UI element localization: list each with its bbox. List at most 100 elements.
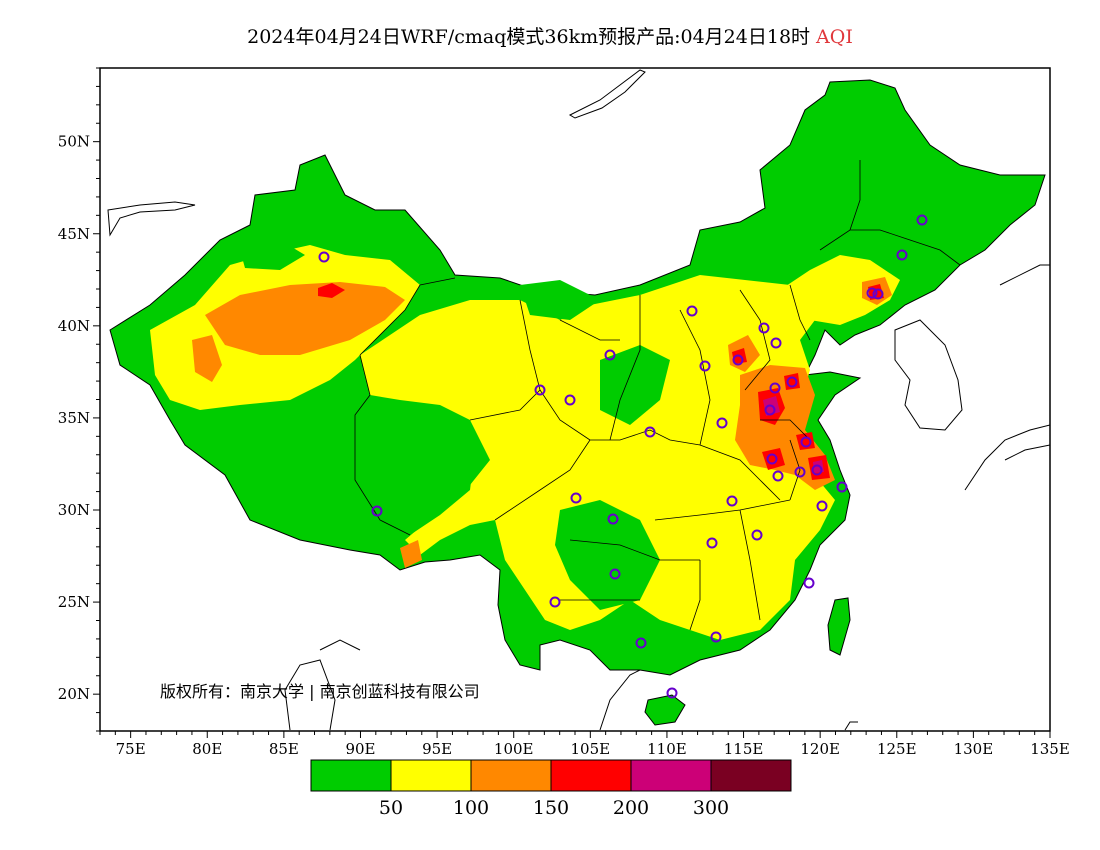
lon-tick-label: 130E — [954, 740, 994, 758]
lon-tick-label: 75E — [116, 740, 146, 758]
city-marker — [811, 464, 823, 476]
city-marker — [604, 349, 616, 361]
lon-tick-label: 85E — [269, 740, 299, 758]
city-marker — [772, 470, 784, 482]
city-markers — [318, 214, 928, 699]
lon-tick-label: 80E — [192, 740, 222, 758]
good-patch-qinghai — [355, 405, 475, 535]
city-marker — [699, 360, 711, 372]
city-marker — [726, 495, 738, 507]
city-marker — [371, 505, 383, 517]
legend-swatch — [470, 759, 552, 792]
legend-label: 150 — [533, 797, 569, 819]
lat-tick-label: 20N — [58, 685, 90, 703]
city-marker — [609, 568, 621, 580]
legend-swatch — [550, 759, 632, 792]
city-marker — [318, 251, 330, 263]
unhealthy-zone-turpan — [318, 283, 345, 298]
city-marker — [732, 354, 744, 366]
city-marker — [764, 404, 776, 416]
lon-tick-label: 115E — [724, 740, 764, 758]
copyright-text: 版权所有：南京大学 | 南京创蓝科技有限公司 — [160, 682, 480, 701]
lon-tick-label: 90E — [345, 740, 375, 758]
lat-tick-label: 45N — [58, 225, 90, 243]
good-patch-sichuan — [555, 500, 660, 610]
japan-coast — [964, 424, 1050, 491]
neighbour-coastlines — [107, 69, 1050, 731]
city-marker — [710, 631, 722, 643]
lon-tick-label: 110E — [647, 740, 687, 758]
city-marker — [570, 492, 582, 504]
city-marker — [872, 288, 884, 300]
city-marker — [549, 596, 561, 608]
city-marker — [635, 637, 647, 649]
map-content: 版权所有：南京大学 | 南京创蓝科技有限公司 — [107, 69, 1050, 731]
city-marker — [786, 376, 798, 388]
title-text: 2024年04月24日WRF/cmaq模式36km预报产品:04月24日18时 — [247, 26, 811, 48]
lon-tick-label: 135E — [1030, 740, 1070, 758]
usg-zone-tarim-west — [192, 335, 222, 382]
city-marker — [866, 287, 878, 299]
city-marker — [564, 394, 576, 406]
aqi-legend: 50 100 150 200 300 — [310, 759, 792, 819]
city-marker — [758, 322, 770, 334]
lat-tick-label: 40N — [58, 317, 90, 335]
lon-tick-label: 105E — [571, 740, 611, 758]
unhealthy-zone-anhui — [796, 432, 815, 450]
city-marker — [644, 426, 656, 438]
lat-tick-label: 35N — [58, 409, 90, 427]
city-marker — [800, 436, 812, 448]
city-marker — [706, 537, 718, 549]
city-marker — [607, 513, 619, 525]
city-marker — [896, 249, 908, 261]
legend-swatch — [390, 759, 472, 792]
city-marker — [794, 466, 806, 478]
city-marker — [666, 687, 678, 699]
lat-tick-label: 30N — [58, 501, 90, 519]
lat-tick-label: 25N — [58, 593, 90, 611]
city-marker — [803, 577, 815, 589]
city-marker — [686, 305, 698, 317]
city-marker — [751, 529, 763, 541]
usg-zone-tibet-south — [400, 540, 422, 568]
legend-swatch — [630, 759, 712, 792]
lake-baikal — [568, 69, 646, 119]
province-boundaries — [354, 160, 961, 631]
legend-swatch — [310, 759, 392, 792]
longitude-axis: 75E 80E 85E 90E 95E 100E 105E 110E 115E 120E 125E 1… — [99, 731, 1070, 758]
lon-tick-label: 100E — [494, 740, 534, 758]
city-marker — [816, 500, 828, 512]
city-marker — [769, 382, 781, 394]
balkhash — [107, 201, 196, 237]
legend-label: 50 — [379, 797, 403, 819]
title-variable: AQI — [816, 26, 853, 48]
usg-zone-tarim — [205, 282, 405, 355]
unhealthy-zone-henan — [762, 448, 785, 470]
indochina-coast — [599, 669, 641, 731]
good-patch-tianshan — [240, 240, 305, 270]
moderate-zone-northeast — [780, 255, 900, 325]
city-marker — [716, 417, 728, 429]
sakhalin — [999, 264, 1050, 286]
moderate-zone-central — [360, 275, 835, 640]
lat-tick-label: 50N — [58, 133, 90, 151]
city-marker — [766, 453, 778, 465]
good-patch-inner-mongolia — [520, 280, 600, 320]
city-marker — [836, 481, 848, 493]
taiwan-island — [827, 597, 851, 656]
city-marker — [770, 337, 782, 349]
good-patch-loess — [600, 345, 670, 425]
legend-swatch — [710, 759, 792, 792]
legend-label: 300 — [693, 797, 729, 819]
lon-tick-label: 120E — [800, 740, 840, 758]
legend-label: 200 — [613, 797, 649, 819]
lon-tick-label: 95E — [422, 740, 452, 758]
city-marker — [534, 384, 546, 396]
lon-tick-label: 125E — [877, 740, 917, 758]
latitude-axis: 20N 25N 30N 35N 40N 45N 50N — [58, 67, 100, 732]
map-title: 2024年04月24日WRF/cmaq模式36km预报产品:04月24日18时 A… — [0, 22, 1100, 49]
legend-label: 100 — [453, 797, 489, 819]
korea-peninsula — [894, 319, 963, 431]
city-marker — [916, 214, 928, 226]
